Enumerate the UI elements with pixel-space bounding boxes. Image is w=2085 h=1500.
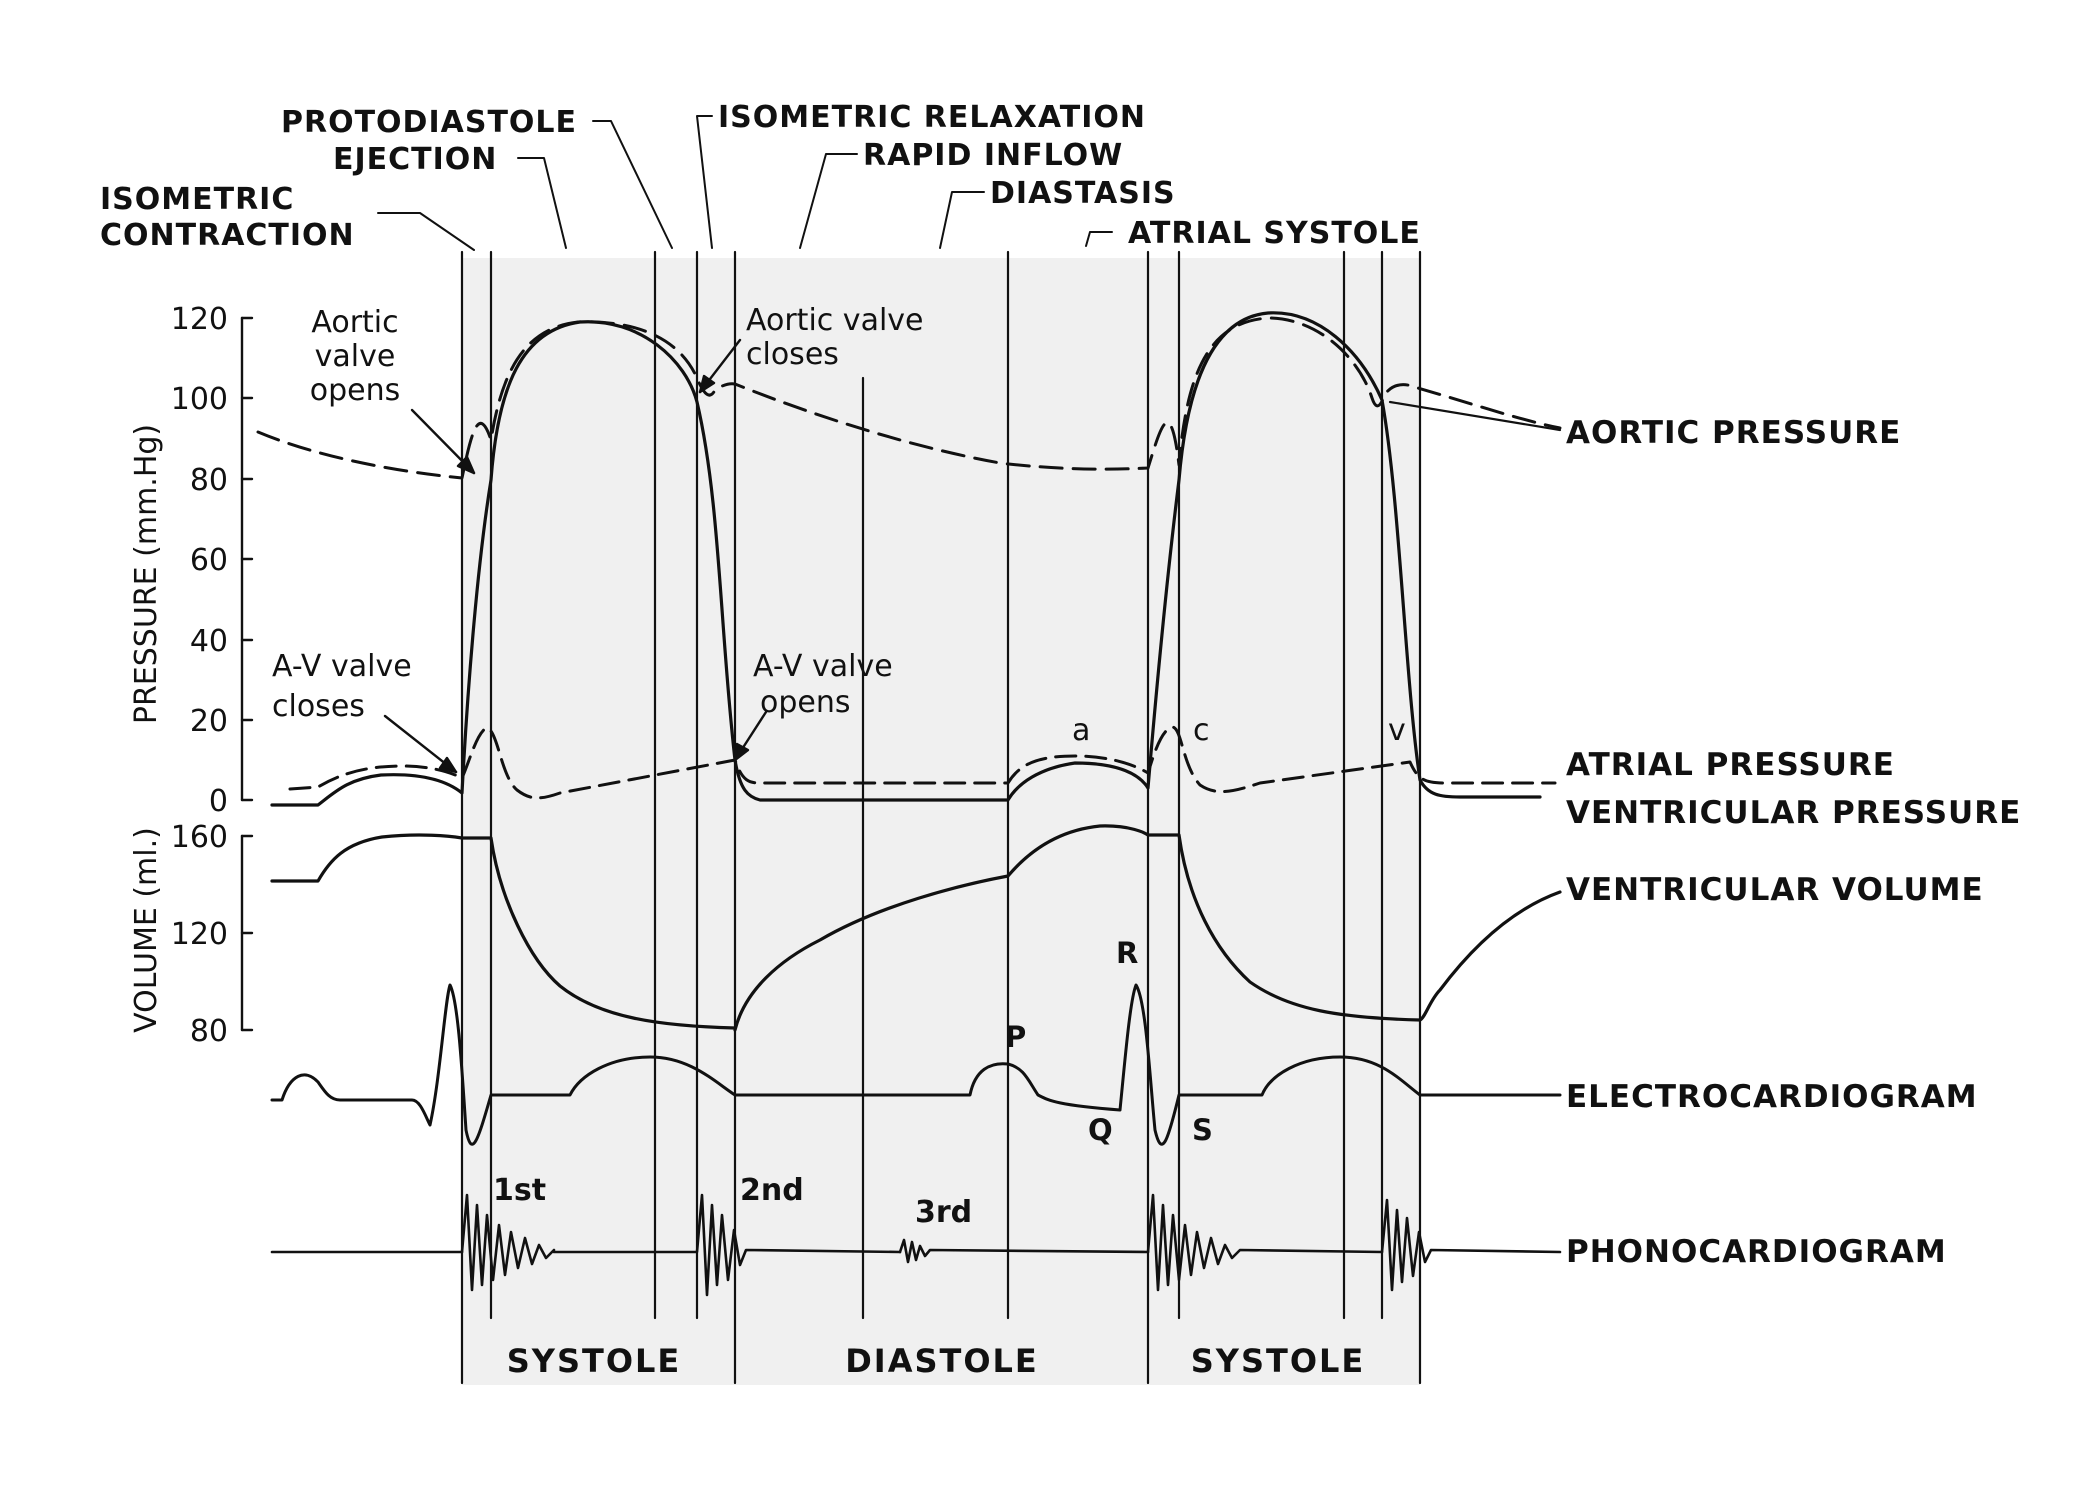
diastasis-label: DIASTASIS (990, 176, 1176, 211)
electrocardiogram-trace (270, 983, 1562, 1146)
atrial-wave-a-label: a (1072, 713, 1090, 748)
heart-sound-1st-label: 1st (493, 1173, 546, 1208)
phase-labels: ISOMETRIC CONTRACTION EJECTION PROTODIAS… (100, 100, 1421, 253)
aortic-valve-opens-line-2: valve (315, 339, 396, 374)
aortic-valve-closes-line-1: Aortic valve (746, 303, 924, 338)
pressure-axis-title: PRESSURE (mm.Hg) (129, 424, 164, 724)
pressure-tick-label-100: 100 (171, 382, 228, 417)
ecg-q-label: Q (1088, 1113, 1113, 1147)
aortic-valve-opens-line-3: opens (310, 373, 401, 408)
pressure-traces (256, 311, 1562, 807)
phase-dividers (460, 250, 1422, 1385)
isometric-relaxation-label: ISOMETRIC RELAXATION (718, 100, 1146, 135)
aortic-valve-closes-line-2: closes (746, 337, 839, 372)
leader-rapid-inflow (799, 153, 858, 249)
pressure-tick-label-40: 40 (190, 624, 228, 659)
pressure-tick-label-20: 20 (190, 704, 228, 739)
volume-axis: 160 120 80 VOLUME (ml.) (129, 820, 254, 1049)
volume-tick-label-80: 80 (190, 1014, 228, 1049)
heart-sound-2nd-trace-2 (1380, 1198, 1562, 1292)
aortic-pressure-trace (256, 316, 1562, 480)
leader-isometric-relaxation (696, 115, 713, 249)
valve-annotations: Aortic valve opens Aortic valve closes A… (272, 303, 1406, 774)
cycle-phase-labels: SYSTOLE DIASTOLE SYSTOLE (507, 1342, 1366, 1380)
ecg-r-label: R (1116, 936, 1138, 970)
pressure-tick-label-120: 120 (171, 302, 228, 337)
trace-labels: AORTIC PRESSURE ATRIAL PRESSURE VENTRICU… (1388, 400, 2021, 1270)
ventricular-volume-label: VENTRICULAR VOLUME (1566, 872, 1984, 908)
heart-sound-labels: 1st 2nd 3rd (493, 1173, 972, 1230)
phonocardiogram-label: PHONOCARDIOGRAM (1566, 1234, 1947, 1270)
leader-isometric-contraction (377, 212, 475, 251)
shaded-cycle-area (462, 258, 1420, 1385)
av-valve-closes-line-2: closes (272, 689, 365, 724)
volume-tick-label-120: 120 (171, 917, 228, 952)
heart-sound-1st-trace (460, 1193, 556, 1292)
diastole-label: DIASTOLE (845, 1342, 1039, 1380)
aortic-pressure-label: AORTIC PRESSURE (1566, 415, 1901, 451)
av-opens-arrowhead (733, 742, 750, 762)
heart-sound-2nd-trace (552, 1193, 902, 1297)
heart-sound-3rd-label: 3rd (915, 1195, 972, 1230)
isometric-contraction-label-1: ISOMETRIC (100, 182, 294, 217)
aortic-opens-arrowhead (456, 455, 476, 475)
phase-leader-lines (377, 115, 1113, 251)
atrial-pressure-label: ATRIAL PRESSURE (1566, 747, 1895, 783)
heart-sound-2nd-label: 2nd (740, 1173, 804, 1208)
ejection-label: EJECTION (333, 142, 497, 177)
atrial-wave-c-label: c (1193, 713, 1210, 748)
electrocardiogram-label: ELECTROCARDIOGRAM (1566, 1079, 1978, 1115)
ventricular-pressure-trace (270, 311, 1542, 807)
isometric-contraction-label-2: CONTRACTION (100, 218, 355, 253)
rapid-inflow-label: RAPID INFLOW (863, 138, 1123, 173)
ventricular-pressure-label: VENTRICULAR PRESSURE (1566, 795, 2021, 831)
aortic-closes-arrowhead (698, 374, 716, 394)
av-valve-opens-line-1: A-V valve (753, 649, 893, 684)
heart-sound-3rd-trace (898, 1238, 1150, 1264)
ecg-s-label: S (1192, 1113, 1213, 1147)
atrial-systole-label: ATRIAL SYSTOLE (1128, 216, 1421, 251)
volume-axis-title: VOLUME (ml.) (129, 827, 164, 1033)
leader-protodiastole (592, 120, 673, 249)
leader-atrial-systole (1085, 231, 1113, 247)
aortic-valve-opens-line-1: Aortic (311, 305, 398, 340)
ecg-p-label: P (1005, 1020, 1026, 1054)
protodiastole-label: PROTODIASTOLE (281, 105, 577, 140)
atrial-wave-v-label: v (1388, 713, 1406, 748)
systole-label-2: SYSTOLE (1191, 1342, 1366, 1380)
leader-diastasis (939, 191, 985, 249)
aortic-pressure-leader (1388, 400, 1562, 432)
pressure-tick-label-80: 80 (190, 463, 228, 498)
systole-label-1: SYSTOLE (507, 1342, 682, 1380)
heart-sound-1st-trace-2 (1146, 1193, 1384, 1292)
av-valve-closes-line-1: A-V valve (272, 649, 412, 684)
atrial-pressure-trace (288, 725, 1557, 800)
phonocardiogram-trace (270, 1193, 1562, 1297)
av-valve-opens-line-2: opens (760, 685, 851, 720)
annotation-arrows (383, 338, 768, 774)
leader-ejection (517, 157, 567, 249)
pressure-axis: 120 100 80 60 40 20 0 PRESSURE (mm.Hg) (129, 302, 254, 819)
ventricular-volume-trace (270, 824, 1562, 1032)
pressure-tick-label-60: 60 (190, 543, 228, 578)
ecg-wave-letters: P Q R S (1005, 936, 1213, 1147)
volume-tick-label-160: 160 (171, 820, 228, 855)
pressure-tick-label-0: 0 (209, 784, 228, 819)
av-closes-arrowhead (438, 756, 458, 774)
